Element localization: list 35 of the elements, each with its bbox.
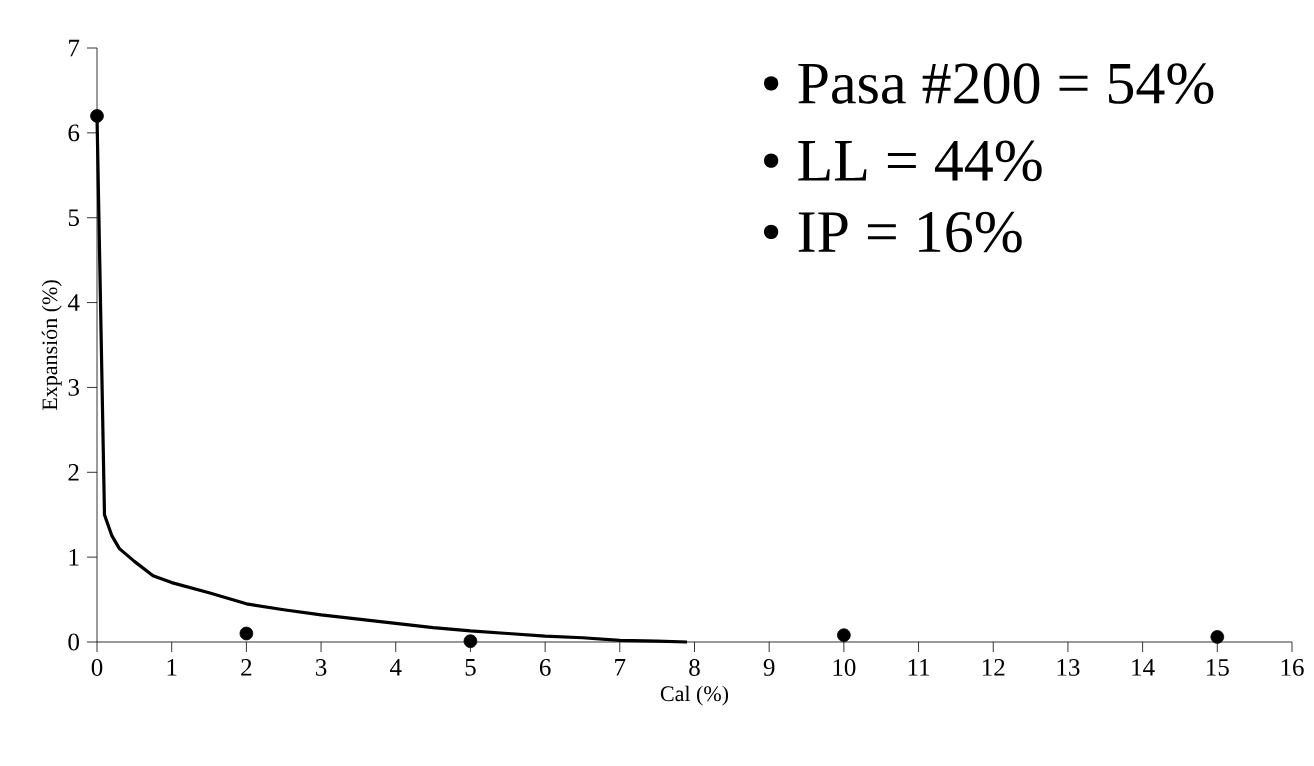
x-tick-label: 12 <box>982 659 1005 676</box>
point <box>90 109 104 123</box>
x-tick-label: 9 <box>763 659 775 676</box>
point <box>837 628 851 642</box>
point <box>1210 630 1225 644</box>
x-tick-label: 6 <box>539 659 551 676</box>
x-tick-label: 8 <box>689 659 700 676</box>
y-tick-label: 2 <box>68 464 79 481</box>
y-tick-label: 4 <box>67 294 80 311</box>
x-tick-label: 3 <box>316 659 327 676</box>
point <box>463 634 478 648</box>
x-tick-label: 2 <box>241 659 252 676</box>
x-tick-label: 4 <box>390 659 402 676</box>
x-tick-label: 7 <box>615 659 626 676</box>
x-tick-label: 14 <box>1132 659 1155 676</box>
x-tick-label: 1 <box>167 659 177 676</box>
y-tick-label: 1 <box>69 548 79 566</box>
x-tick-label: 10 <box>833 659 856 676</box>
y-tick-label: 0 <box>68 633 79 651</box>
y-tick-label: 6 <box>68 124 80 142</box>
x-tick-label: 11 <box>908 659 930 676</box>
annotation: • Pasa #200 = 54% <box>763 63 1214 104</box>
y-tick-label: 5 <box>68 209 79 227</box>
x-tick-label: 0 <box>91 659 103 676</box>
point <box>239 626 254 641</box>
y-tick-label: 7 <box>69 39 80 57</box>
y-axis-title: Expansión (%) <box>41 280 62 411</box>
annotation: • LL = 44% <box>763 140 1042 182</box>
x-tick-label: 16 <box>1281 659 1304 676</box>
x-tick-label: 13 <box>1057 659 1080 676</box>
annotation: • IP = 16% <box>763 211 1022 253</box>
y-tick-label: 3 <box>68 379 79 396</box>
x-axis-title: Cal (%) <box>660 685 729 706</box>
x-tick-label: 15 <box>1207 659 1229 676</box>
x-tick-label: 5 <box>465 659 476 676</box>
